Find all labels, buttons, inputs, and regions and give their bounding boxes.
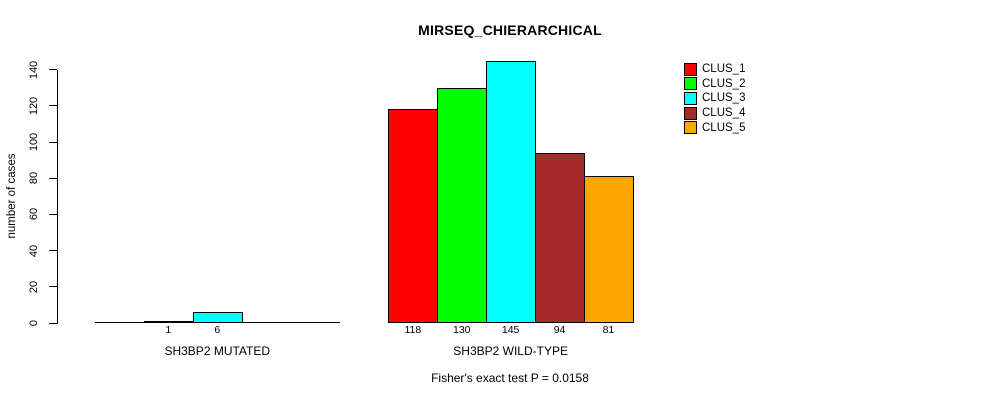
y-tick-label: 60 (28, 208, 40, 221)
y-tick (49, 322, 57, 324)
caption: Fisher's exact test P = 0.0158 (431, 371, 589, 385)
bar (143, 321, 194, 323)
y-tick-label: 80 (28, 172, 40, 185)
bar-value-label: 1 (165, 324, 172, 336)
bar-value-label: 94 (553, 324, 566, 336)
bar (388, 109, 439, 323)
bar (486, 60, 537, 323)
legend-label: CLUS_4 (702, 107, 746, 120)
bar-value-label: 118 (404, 324, 422, 336)
legend-row: CLUS_3 (684, 91, 745, 106)
y-tick-label: 120 (28, 96, 40, 115)
legend-swatch-icon (684, 91, 697, 105)
legend-swatch-icon (684, 77, 697, 91)
legend-swatch-icon (684, 121, 697, 135)
bar-value-label: 130 (452, 324, 471, 336)
zero-bar (290, 322, 341, 323)
y-axis-title: number of cases (6, 153, 18, 239)
chart-title: MIRSEQ_CHIERARCHICAL (418, 22, 602, 38)
legend-row: CLUS_5 (684, 120, 745, 135)
group-label: SH3BP2 MUTATED (164, 344, 271, 358)
y-axis-line (57, 69, 58, 324)
bar-value-label: 81 (602, 324, 615, 336)
y-tick (49, 286, 57, 288)
y-tick-label: 0 (28, 319, 40, 327)
group-label: SH3BP2 WILD-TYPE (453, 344, 568, 358)
legend-row: CLUS_4 (684, 106, 745, 121)
bar-value-label: 6 (214, 324, 221, 336)
bar (437, 87, 488, 323)
legend-row: CLUS_2 (684, 77, 745, 92)
bar (535, 152, 585, 323)
y-tick-label: 20 (28, 280, 40, 293)
legend: CLUS_1 CLUS_2 CLUS_3 CLUS_4 CLUS_5 (684, 62, 745, 135)
y-tick (49, 141, 57, 143)
legend-label: CLUS_3 (702, 92, 746, 105)
bar (584, 176, 634, 323)
legend-label: CLUS_2 (702, 77, 746, 90)
legend-label: CLUS_1 (702, 63, 746, 76)
y-tick (49, 69, 57, 71)
legend-label: CLUS_5 (702, 121, 746, 134)
zero-bar (241, 322, 292, 323)
bar-value-label: 145 (501, 324, 520, 336)
bar (192, 312, 243, 323)
y-tick (49, 177, 57, 179)
y-tick (49, 250, 57, 252)
zero-bar (95, 322, 145, 323)
legend-swatch-icon (684, 106, 697, 120)
legend-swatch-icon (684, 62, 697, 76)
y-tick (49, 213, 57, 215)
y-tick (49, 105, 57, 107)
y-tick-label: 140 (28, 60, 40, 79)
y-tick-label: 40 (28, 244, 40, 257)
legend-row: CLUS_1 (684, 62, 745, 77)
y-tick-label: 100 (28, 132, 40, 152)
